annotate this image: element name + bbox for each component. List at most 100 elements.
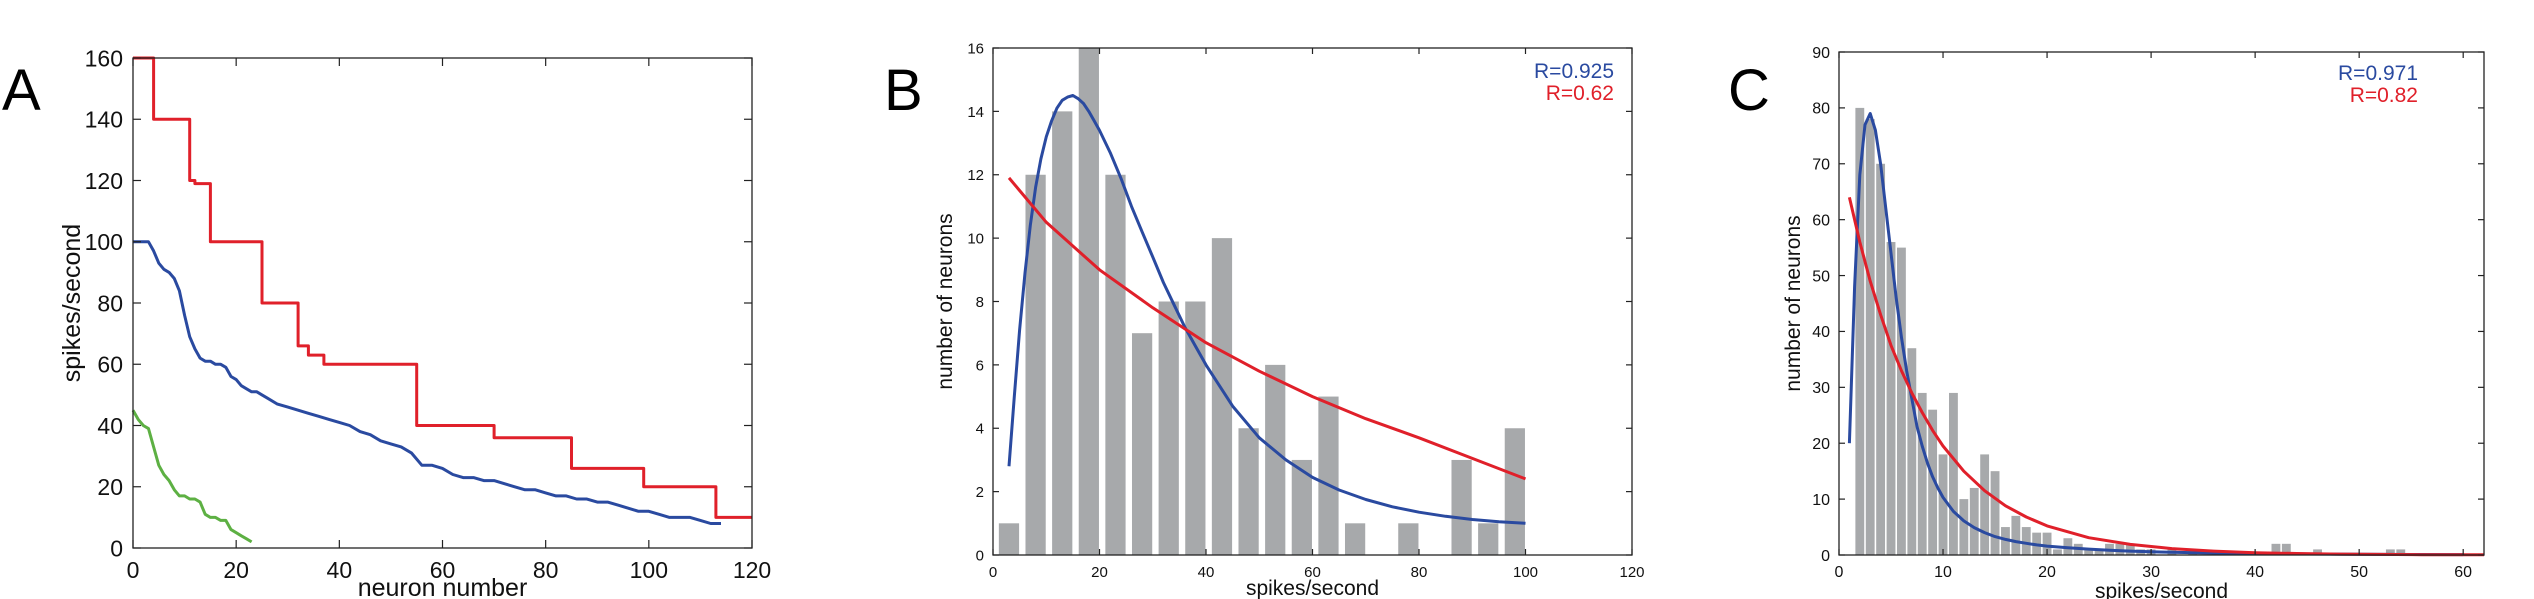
y-tick-label-b-4: 8 xyxy=(976,294,984,311)
bar-c-52 xyxy=(2396,549,2406,555)
y-axis-label-a: spikes/second xyxy=(58,224,86,382)
x-tick-label-b-1: 20 xyxy=(1091,564,1108,581)
chart-a: 0 20 40 60 80 100 120 0 20 40 60 80 100 120 140 160 neur… xyxy=(58,45,771,599)
bar-b-1 xyxy=(1025,174,1046,555)
x-tick-label-a-5: 100 xyxy=(630,557,668,583)
x-tick-label-a-3: 60 xyxy=(430,557,456,583)
chart-b: 0 20 40 60 80 100 120 0 2 4 6 8 10 12 14 16 spikes/secon… xyxy=(934,40,1645,599)
bar-c-23 xyxy=(2094,549,2104,555)
x-tick-label-b-2: 40 xyxy=(1198,564,1215,581)
x-tick-label-c-6: 60 xyxy=(2454,564,2472,581)
series-line-a-0 xyxy=(133,56,752,519)
x-tick-label-a-2: 40 xyxy=(327,557,353,583)
x-tick-label-b-0: 0 xyxy=(989,564,997,581)
fit-label-b-1: R=0.62 xyxy=(1546,82,1614,105)
y-tick-label-a-4: 80 xyxy=(97,290,123,316)
bar-c-2 xyxy=(1876,163,1886,555)
bar-c-10 xyxy=(1959,499,1969,555)
y-tick-label-c-9: 90 xyxy=(1812,45,1830,62)
fit-line-c-0 xyxy=(1847,112,2464,557)
x-tick-label-a-1: 20 xyxy=(223,557,249,583)
fit-label-c-0: R=0.971 xyxy=(2338,62,2418,85)
bar-c-1 xyxy=(1865,119,1875,556)
panel-label-b: B xyxy=(884,58,923,123)
x-tick-label-c-2: 20 xyxy=(2038,564,2056,581)
y-tick-label-c-5: 50 xyxy=(1812,268,1830,285)
y-tick-label-b-0: 0 xyxy=(976,547,984,564)
bar-b-7 xyxy=(1185,301,1206,555)
bar-c-3 xyxy=(1886,242,1896,555)
bar-c-14 xyxy=(2001,527,2010,555)
bar-b-19 xyxy=(1504,428,1525,555)
bar-b-6 xyxy=(1158,301,1179,555)
y-tick-label-a-8: 160 xyxy=(85,45,123,71)
bar-b-13 xyxy=(1344,523,1366,555)
panel-label-c: C xyxy=(1728,58,1770,123)
y-tick-label-a-7: 140 xyxy=(85,107,123,133)
y-tick-label-a-3: 60 xyxy=(97,352,123,378)
series-line-a-2 xyxy=(131,409,253,544)
bar-c-0 xyxy=(1855,107,1865,555)
bar-b-8 xyxy=(1211,238,1233,555)
bar-c-12 xyxy=(1980,454,1990,555)
x-tick-label-b-3: 60 xyxy=(1304,564,1321,581)
x-tick-label-c-1: 10 xyxy=(1934,564,1952,581)
x-tick-label-b-6: 120 xyxy=(1619,564,1644,581)
bar-c-44 xyxy=(2313,549,2322,555)
bar-b-0 xyxy=(998,523,1020,555)
axes-box-c xyxy=(1838,51,2485,556)
x-tick-label-c-5: 50 xyxy=(2350,564,2368,581)
bar-c-4 xyxy=(1896,247,1906,555)
fit-line-c-1 xyxy=(1847,196,2484,557)
y-tick-label-a-1: 20 xyxy=(97,474,123,500)
y-tick-label-b-6: 12 xyxy=(967,167,984,184)
bar-c-13 xyxy=(1990,471,2000,555)
bar-c-6 xyxy=(1917,392,1927,555)
bar-c-7 xyxy=(1928,409,1938,555)
bar-c-8 xyxy=(1938,454,1948,555)
y-tick-label-c-0: 0 xyxy=(1821,548,1830,565)
bar-c-26 xyxy=(2125,543,2135,555)
y-tick-label-a-6: 120 xyxy=(85,168,123,194)
x-axis-label-b: spikes/second xyxy=(1246,577,1379,599)
bar-c-18 xyxy=(2042,532,2052,555)
bar-c-40 xyxy=(2271,543,2281,555)
bar-c-5 xyxy=(1907,348,1917,555)
y-tick-label-a-2: 40 xyxy=(97,413,123,439)
bar-c-51 xyxy=(2385,549,2395,555)
x-axis-label-a: neuron number xyxy=(358,574,528,599)
x-axis-label-c: spikes/second xyxy=(2095,580,2228,599)
bar-b-5 xyxy=(1131,333,1153,555)
y-tick-label-b-7: 14 xyxy=(967,104,984,121)
chart-c: 0 10 20 30 40 50 60 0 10 20 30 40 50 60 70 80 90 spikes/s… xyxy=(1782,45,2485,599)
bar-c-22 xyxy=(2084,549,2094,555)
y-axis-label-b: number of neurons xyxy=(934,213,957,389)
bar-b-2 xyxy=(1052,111,1073,555)
x-tick-label-a-6: 120 xyxy=(733,557,771,583)
fit-line-b-0 xyxy=(1007,94,1526,525)
bar-b-11 xyxy=(1291,459,1312,555)
bar-b-10 xyxy=(1265,364,1286,555)
bar-c-15 xyxy=(2011,515,2021,555)
panel-label-a: A xyxy=(2,58,41,123)
x-tick-label-c-4: 40 xyxy=(2246,564,2264,581)
y-tick-label-b-5: 10 xyxy=(967,231,984,248)
y-tick-label-c-4: 40 xyxy=(1812,324,1830,341)
bar-c-41 xyxy=(2281,543,2291,555)
axes-box-a xyxy=(132,57,753,549)
series-line-a-1 xyxy=(133,240,721,525)
bar-b-9 xyxy=(1238,428,1259,555)
bar-b-17 xyxy=(1451,459,1472,555)
bar-b-12 xyxy=(1318,396,1339,555)
x-tick-label-b-4: 80 xyxy=(1411,564,1428,581)
bar-c-16 xyxy=(2021,527,2031,555)
bar-b-4 xyxy=(1105,174,1126,555)
bar-b-3 xyxy=(1078,48,1099,555)
y-tick-label-a-5: 100 xyxy=(85,229,123,255)
x-tick-label-b-5: 100 xyxy=(1513,564,1538,581)
fit-line-b-1 xyxy=(1007,176,1527,481)
y-tick-label-a-0: 0 xyxy=(110,535,123,561)
y-axis-label-c: number of neurons xyxy=(1782,215,1805,391)
bar-b-15 xyxy=(1398,523,1419,555)
